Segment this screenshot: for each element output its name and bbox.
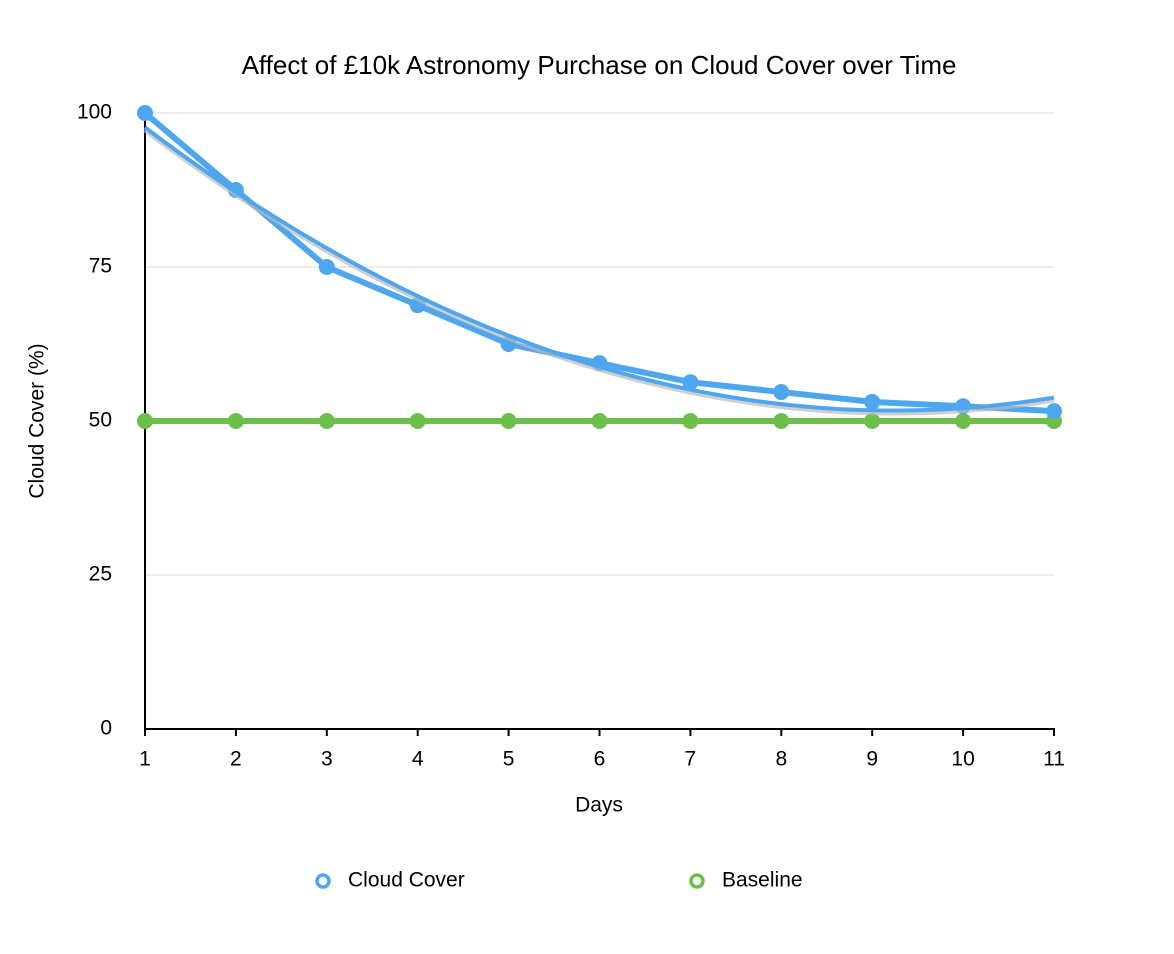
data-point (500, 413, 517, 429)
y-tick-label: 50 (89, 409, 112, 432)
x-tick-label: 6 (594, 748, 606, 771)
x-tick-label: 10 (951, 748, 974, 771)
y-tick-label: 25 (89, 563, 112, 586)
y-axis-label: Cloud Cover (%) (26, 343, 49, 498)
data-point (682, 413, 699, 429)
x-tick-label: 4 (412, 748, 424, 771)
y-tick-label: 75 (89, 255, 112, 278)
data-point (1046, 403, 1062, 420)
data-point (227, 413, 244, 429)
x-axis-label: Days (575, 794, 623, 817)
data-point (682, 374, 699, 391)
plot (137, 105, 1062, 429)
data-point (955, 413, 972, 429)
data-point (864, 413, 881, 429)
data-point (773, 384, 790, 401)
y-tick-label: 100 (77, 101, 112, 124)
x-tick-label: 3 (321, 748, 333, 771)
y-tick-label: 0 (100, 717, 112, 740)
trendline-shadow (143, 126, 1055, 416)
legend-marker (689, 873, 705, 889)
data-point (318, 259, 335, 275)
x-tick-label: 5 (503, 748, 515, 771)
x-tick-label: 2 (230, 748, 242, 771)
legend-label: Cloud Cover (348, 869, 465, 892)
data-point (864, 393, 881, 410)
chart-title: Affect of £10k Astronomy Purchase on Clo… (242, 50, 957, 80)
trendline (143, 125, 1055, 413)
data-point (318, 413, 335, 429)
x-tick-label: 1 (139, 748, 151, 771)
data-point (409, 413, 426, 429)
data-point (773, 413, 790, 429)
legend-marker (315, 873, 331, 889)
legend-label: Baseline (722, 869, 803, 892)
x-tick-label: 11 (1043, 748, 1065, 771)
data-point (137, 413, 153, 429)
data-point (591, 413, 608, 429)
x-tick-label: 9 (866, 748, 878, 771)
x-tick-label: 7 (685, 748, 697, 771)
data-point (137, 105, 153, 121)
x-tick-label: 8 (775, 748, 787, 771)
